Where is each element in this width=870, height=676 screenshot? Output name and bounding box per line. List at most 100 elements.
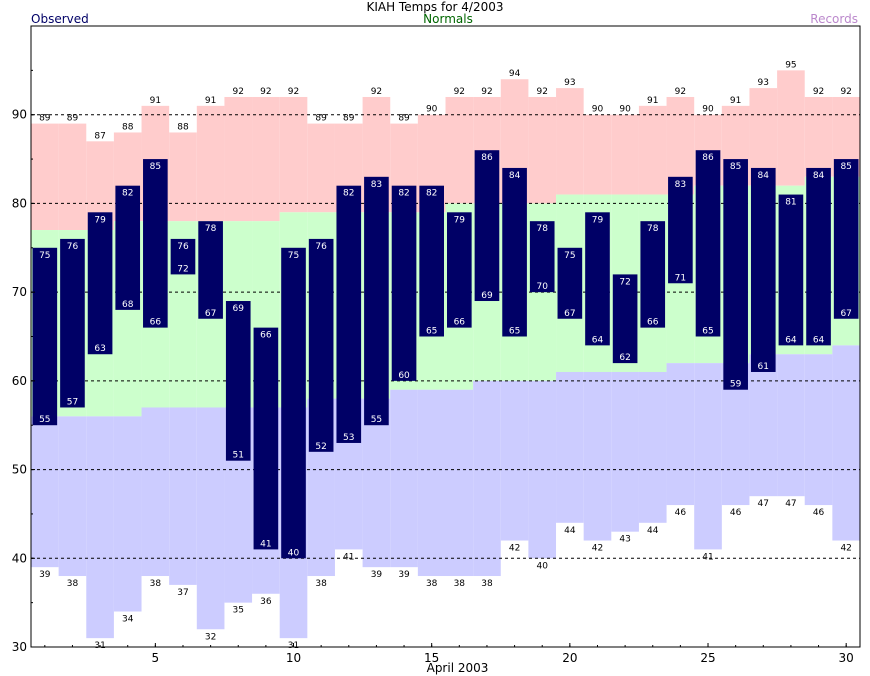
- record-low-label: 43: [619, 535, 630, 545]
- record-high-band: [528, 96, 557, 204]
- record-low-label: 38: [454, 579, 466, 589]
- record-high-label: 92: [371, 87, 382, 97]
- observed-low-label: 67: [840, 309, 851, 319]
- record-low-band: [804, 354, 833, 506]
- observed-low-label: 57: [67, 397, 78, 407]
- record-high-label: 94: [509, 69, 521, 79]
- record-low-band: [169, 407, 197, 585]
- record-low-band: [86, 416, 114, 639]
- record-high-band: [583, 114, 612, 195]
- observed-high-label: 76: [177, 242, 189, 252]
- record-low-label: 32: [205, 632, 216, 642]
- record-low-label: 37: [177, 588, 188, 598]
- record-low-label: 47: [758, 499, 769, 509]
- observed-bar: [640, 221, 666, 328]
- observed-low-label: 66: [150, 318, 162, 328]
- observed-low-label: 67: [564, 309, 575, 319]
- record-low-band: [611, 371, 639, 532]
- record-low-band: [777, 354, 805, 497]
- observed-low-label: 59: [730, 380, 742, 390]
- record-high-label: 92: [260, 87, 271, 97]
- record-low-band: [583, 371, 612, 541]
- x-tick-label: 10: [286, 651, 301, 665]
- record-high-label: 89: [398, 114, 410, 124]
- observed-bar: [806, 167, 831, 346]
- record-high-label: 92: [481, 87, 492, 97]
- observed-high-label: 83: [371, 180, 382, 190]
- chart-axes-layer: 30 40 50 60 70 80 90 5 10 15 20 25 30 April 2003: [12, 25, 861, 675]
- record-low-label: 46: [730, 508, 742, 518]
- observed-high-label: 84: [509, 171, 521, 181]
- record-high-label: 91: [730, 96, 741, 106]
- observed-high-label: 85: [730, 162, 741, 172]
- observed-low-label: 65: [702, 327, 713, 337]
- observed-low-label: 40: [288, 548, 300, 558]
- observed-low-label: 64: [813, 335, 825, 345]
- observed-bar: [668, 176, 693, 284]
- observed-bar: [833, 159, 859, 319]
- record-high-band: [638, 105, 667, 195]
- record-low-label: 39: [371, 570, 383, 580]
- record-low-band: [473, 380, 501, 577]
- observed-bar: [336, 185, 362, 443]
- observed-high-label: 83: [675, 180, 686, 190]
- record-high-band: [556, 88, 584, 195]
- observed-bar: [474, 150, 500, 302]
- record-high-label: 89: [343, 114, 355, 124]
- record-low-band: [666, 363, 695, 506]
- observed-bar: [115, 185, 141, 310]
- observed-high-label: 76: [67, 242, 79, 252]
- observed-bar: [225, 301, 251, 461]
- record-high-label: 90: [592, 105, 604, 115]
- observed-high-label: 79: [592, 215, 604, 225]
- record-high-band: [307, 123, 335, 213]
- record-low-label: 46: [675, 508, 687, 518]
- record-low-label: 38: [150, 579, 162, 589]
- record-high-band: [196, 105, 225, 222]
- record-high-band: [611, 114, 639, 195]
- record-high-label: 89: [315, 114, 327, 124]
- record-low-label: 41: [343, 552, 354, 562]
- observed-high-label: 72: [619, 277, 630, 287]
- record-high-label: 92: [288, 87, 299, 97]
- record-high-label: 92: [454, 87, 465, 97]
- y-tick-label: 70: [12, 285, 27, 299]
- observed-low-label: 62: [619, 353, 630, 363]
- observed-low-label: 64: [785, 335, 797, 345]
- observed-bar: [170, 238, 196, 275]
- record-low-label: 42: [840, 544, 851, 554]
- observed-low-label: 67: [205, 309, 216, 319]
- observed-high-label: 79: [454, 215, 466, 225]
- record-high-band: [804, 96, 833, 177]
- record-low-label: 35: [233, 606, 244, 616]
- record-high-label: 92: [536, 87, 547, 97]
- legend-normals: Normals: [423, 12, 473, 26]
- record-high-label: 90: [619, 105, 631, 115]
- x-tick-label: 15: [424, 651, 439, 665]
- record-low-label: 42: [509, 544, 520, 554]
- record-high-label: 89: [39, 114, 51, 124]
- observed-high-label: 78: [647, 224, 659, 234]
- record-high-label: 90: [426, 105, 438, 115]
- chart-labels-layer: 7555893976578938796387318268883485669138…: [39, 60, 852, 651]
- observed-high-label: 76: [315, 242, 327, 252]
- observed-low-label: 68: [122, 300, 134, 310]
- observed-high-label: 75: [39, 251, 50, 261]
- observed-low-label: 71: [675, 273, 686, 283]
- record-low-band: [141, 407, 170, 577]
- record-low-label: 38: [481, 579, 493, 589]
- record-high-label: 90: [702, 105, 714, 115]
- observed-low-label: 55: [39, 415, 50, 425]
- observed-high-label: 81: [785, 198, 796, 208]
- observed-low-label: 41: [260, 539, 271, 549]
- record-high-label: 93: [758, 78, 769, 88]
- observed-high-label: 86: [702, 153, 714, 163]
- observed-low-label: 51: [233, 451, 244, 461]
- x-tick-label: 30: [839, 651, 854, 665]
- observed-high-label: 85: [840, 162, 851, 172]
- record-low-band: [58, 416, 87, 577]
- observed-bar: [60, 238, 85, 408]
- record-high-band: [169, 132, 197, 222]
- record-low-label: 40: [536, 561, 548, 571]
